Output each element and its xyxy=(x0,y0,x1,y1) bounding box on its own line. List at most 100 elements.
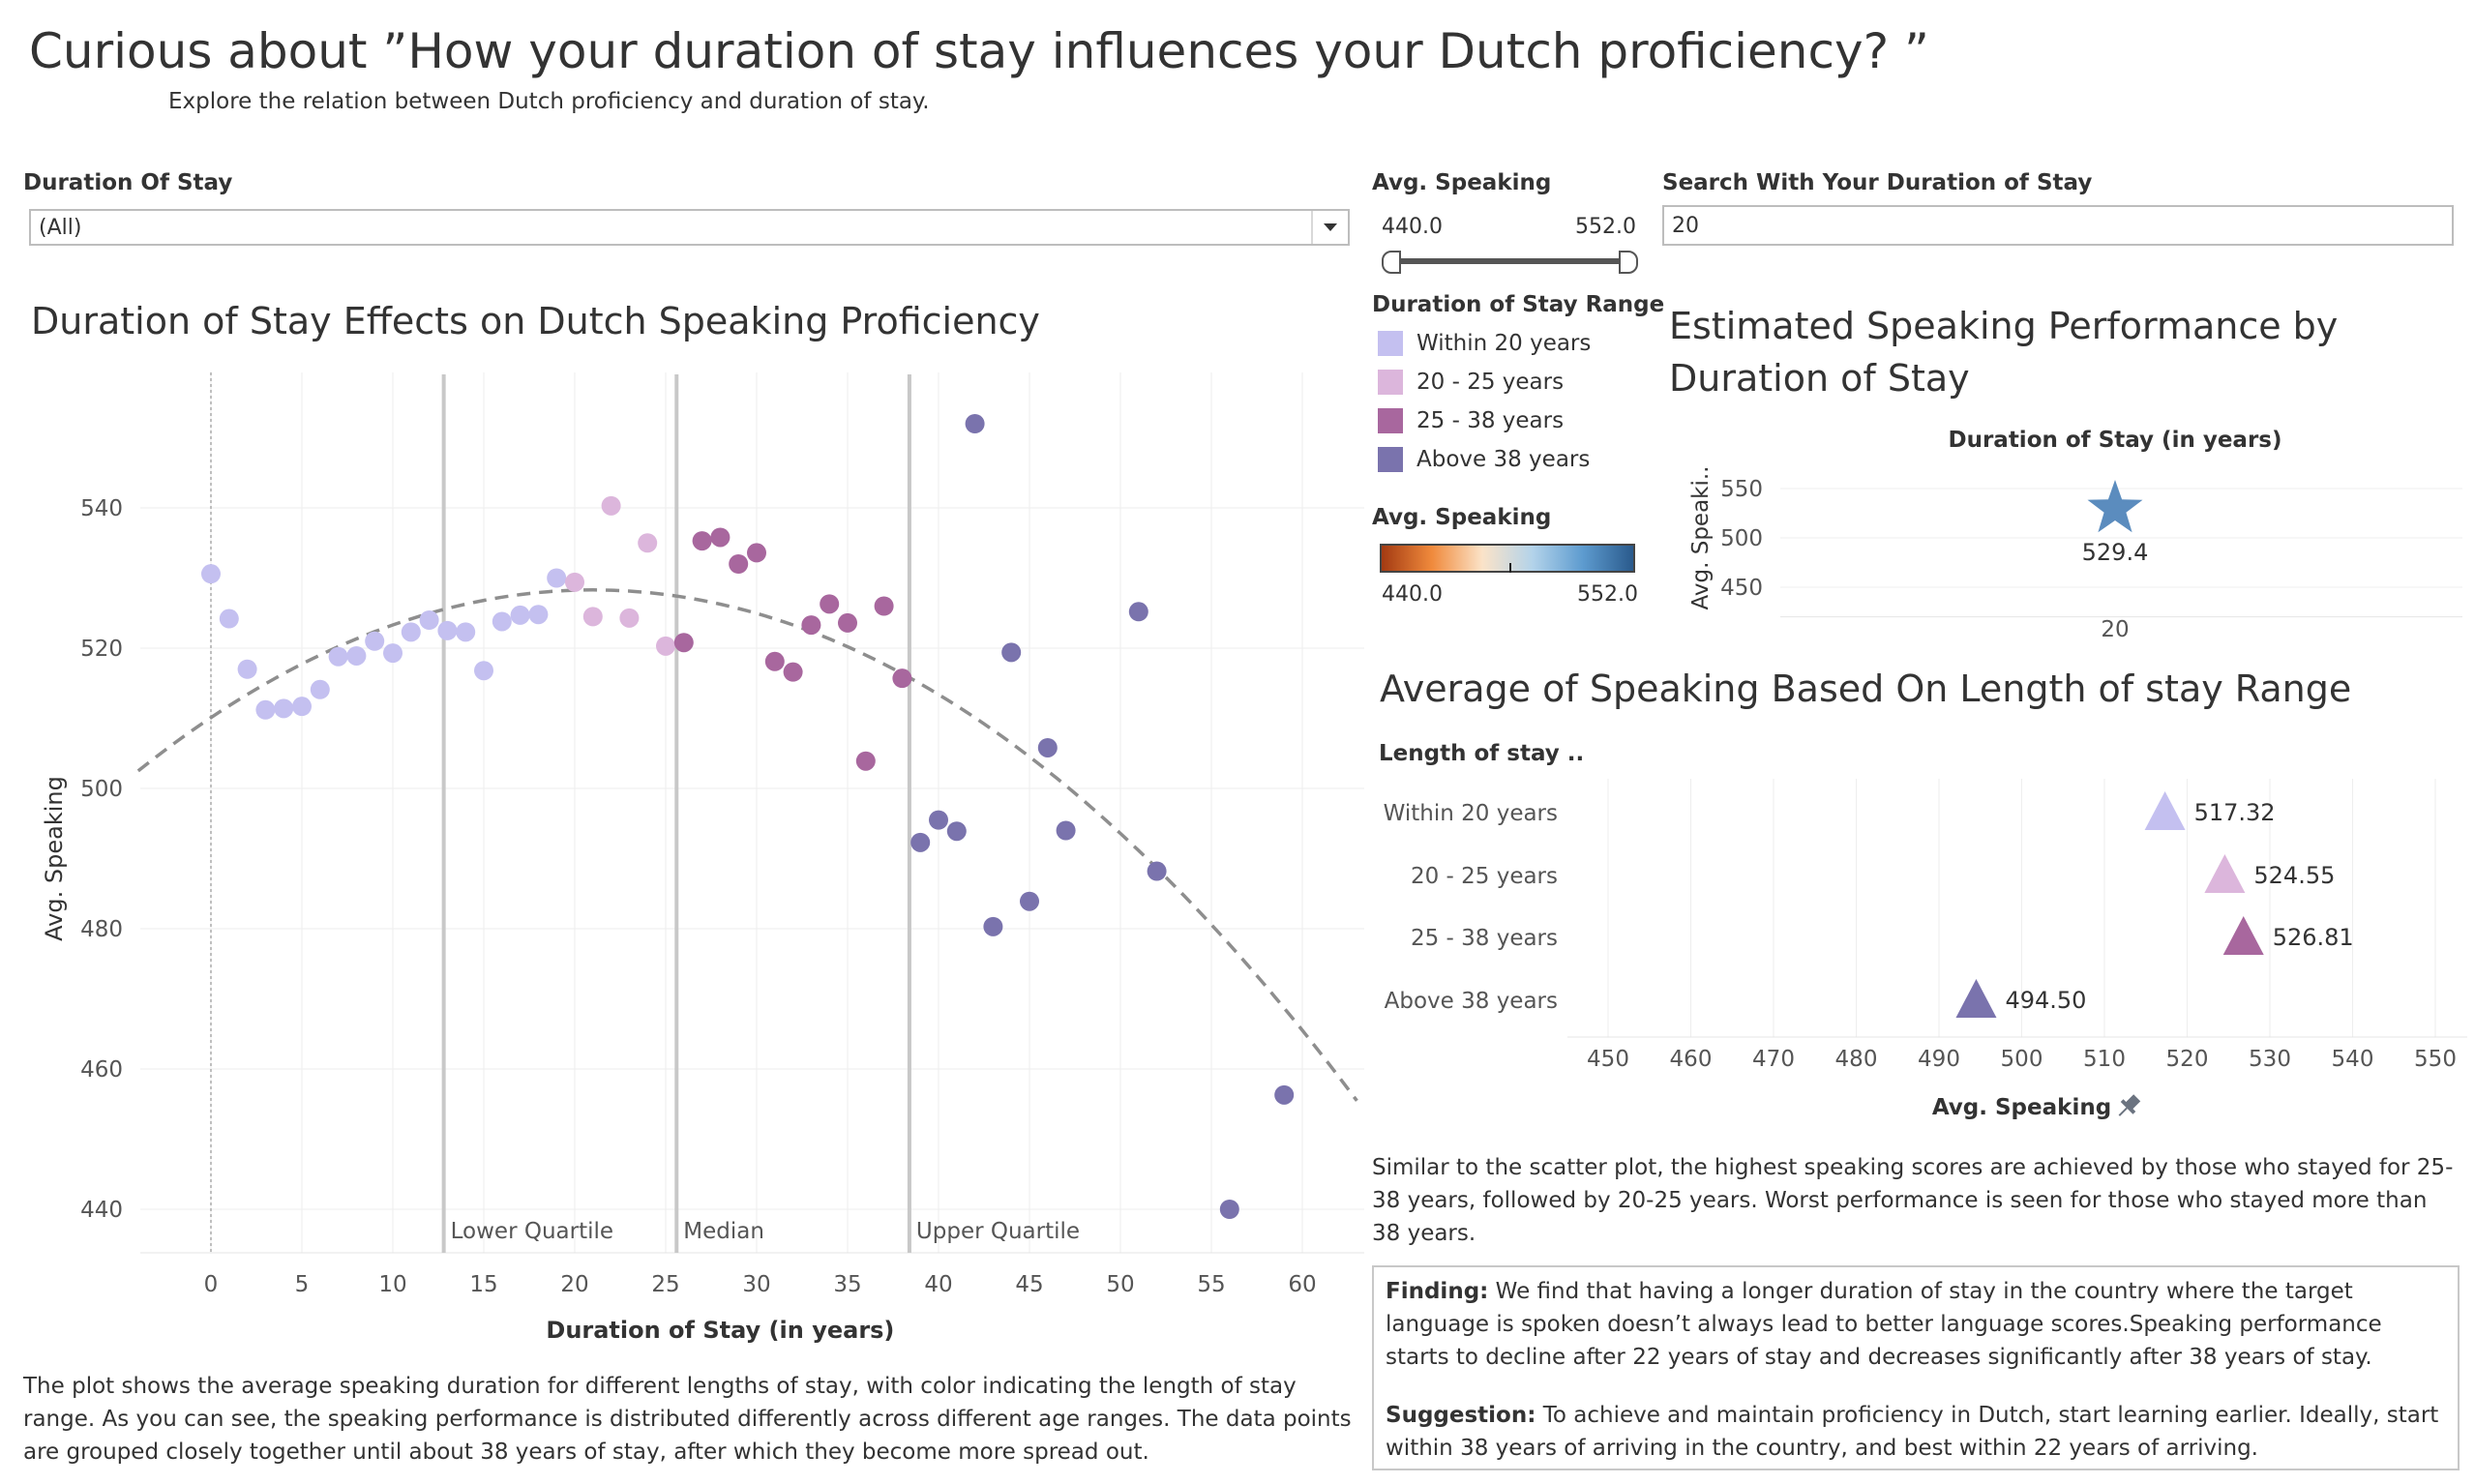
x-tick-label: 35 xyxy=(833,1272,861,1297)
x-axis-title: Duration of Stay (in years) xyxy=(1948,428,2281,453)
scatter-chart-title: Duration of Stay Effects on Dutch Speaki… xyxy=(31,300,1040,342)
row-label: Above 38 years xyxy=(1385,989,1558,1014)
trend-line xyxy=(136,588,1358,1102)
x-tick-label: 20 xyxy=(560,1272,588,1297)
data-point xyxy=(565,572,584,592)
data-point xyxy=(1001,642,1022,663)
legend-item[interactable]: 25 - 38 years xyxy=(1378,401,1591,440)
data-point xyxy=(838,612,857,633)
legend-label: 25 - 38 years xyxy=(1416,408,1565,433)
legend-title: Duration of Stay Range xyxy=(1372,292,1665,317)
y-tick-label: 440 xyxy=(80,1198,123,1223)
data-point xyxy=(310,679,330,699)
search-duration-label: Search With Your Duration of Stay xyxy=(1662,170,2093,195)
x-tick-label: 55 xyxy=(1197,1272,1225,1297)
data-point xyxy=(419,610,439,630)
suggestion-text: To achieve and maintain proficiency in D… xyxy=(1386,1403,2439,1461)
data-point xyxy=(1274,1084,1295,1105)
x-tick-label: 25 xyxy=(651,1272,679,1297)
data-point xyxy=(783,662,803,682)
data-point xyxy=(820,594,840,614)
duration-dropdown-value: (All) xyxy=(39,215,82,240)
suggestion-paragraph: Suggestion: To achieve and maintain prof… xyxy=(1386,1399,2446,1465)
data-point xyxy=(1219,1200,1239,1219)
x-tick-label: 30 xyxy=(742,1272,770,1297)
speaking-range-slider[interactable] xyxy=(1382,250,1638,274)
x-tick-label: 550 xyxy=(2414,1047,2457,1072)
gradient-max-label: 552.0 xyxy=(1577,582,1638,607)
x-tick-label: 500 xyxy=(2001,1047,2043,1072)
y-tick-label: 540 xyxy=(80,496,123,521)
chevron-down-icon[interactable] xyxy=(1311,211,1348,244)
dashboard-title: Curious about ”How your duration of stay… xyxy=(29,23,1929,79)
gradient-marker xyxy=(1509,563,1511,573)
y-tick-label: 450 xyxy=(1720,576,1763,601)
scatter-chart[interactable]: 0 5 10 15 20 25 30 35 40 45 50 55 60 440 460 480 500 520 5… xyxy=(0,358,1364,1350)
data-point xyxy=(656,636,675,656)
reference-line-label: Upper Quartile xyxy=(916,1219,1080,1244)
data-point xyxy=(492,611,512,632)
data-point xyxy=(1128,602,1148,622)
data-label: 517.32 xyxy=(2194,799,2276,826)
x-tick-label: 45 xyxy=(1015,1272,1043,1297)
gradient-legend-title: Avg. Speaking xyxy=(1372,505,1552,530)
scatter-description: The plot shows the average speaking dura… xyxy=(23,1374,1352,1465)
x-tick-label: 460 xyxy=(1670,1047,1713,1072)
data-point xyxy=(456,622,476,642)
duration-dropdown[interactable]: (All) xyxy=(29,209,1350,246)
x-tick-label: 480 xyxy=(1835,1047,1878,1072)
pin-icon[interactable] xyxy=(2113,1091,2143,1121)
slider-handle-max[interactable] xyxy=(1619,251,1638,274)
x-tick-label: 450 xyxy=(1587,1047,1629,1072)
suggestion-label: Suggestion: xyxy=(1386,1403,1536,1428)
data-point xyxy=(710,527,731,548)
x-tick-label: 20 xyxy=(2101,617,2129,642)
triangle-marker xyxy=(2222,916,2264,955)
x-tick-label: 50 xyxy=(1106,1272,1134,1297)
reference-line-label: Lower Quartile xyxy=(451,1219,613,1244)
x-tick-label: 10 xyxy=(378,1272,406,1297)
data-point xyxy=(528,605,549,625)
data-point xyxy=(383,643,403,664)
data-point xyxy=(764,651,785,671)
x-tick-label: 15 xyxy=(469,1272,497,1297)
legend-item[interactable]: Above 38 years xyxy=(1378,440,1591,479)
range-chart[interactable]: Length of stay .. 450 460 470 480 490 500 510 52… xyxy=(1374,735,2467,1142)
data-point xyxy=(747,543,766,563)
slider-handle-min[interactable] xyxy=(1382,251,1401,274)
x-tick-label: 5 xyxy=(295,1272,310,1297)
x-tick-label: 0 xyxy=(204,1272,219,1297)
y-axis-title: Avg. Speaki.. xyxy=(1688,466,1714,610)
y-axis-title: Avg. Speaking xyxy=(41,776,68,941)
data-point xyxy=(292,697,312,717)
data-point xyxy=(1020,891,1039,911)
legend-label: Within 20 years xyxy=(1416,331,1592,356)
row-label: Within 20 years xyxy=(1384,801,1558,826)
legend-item[interactable]: 20 - 25 years xyxy=(1378,363,1591,401)
x-axis-title: Duration of Stay (in years) xyxy=(546,1317,894,1344)
legend-swatch xyxy=(1378,447,1403,472)
speaking-slider-label: Avg. Speaking xyxy=(1372,170,1552,195)
data-point xyxy=(510,605,530,625)
x-tick-label: 40 xyxy=(924,1272,952,1297)
estimate-chart[interactable]: Duration of Stay (in years) Avg. Speaki..… xyxy=(1669,416,2467,648)
range-legend: Within 20 years 20 - 25 years 25 - 38 ye… xyxy=(1378,324,1591,479)
row-label: 25 - 38 years xyxy=(1411,926,1558,951)
y-tick-label: 500 xyxy=(80,777,123,802)
x-tick-label: 520 xyxy=(2166,1047,2209,1072)
data-point xyxy=(892,668,912,689)
data-point xyxy=(874,596,894,616)
duration-filter-label: Duration Of Stay xyxy=(23,170,233,195)
data-point xyxy=(437,620,458,640)
legend-item[interactable]: Within 20 years xyxy=(1378,324,1591,363)
finding-box: Finding: We find that having a longer du… xyxy=(1372,1265,2460,1470)
x-tick-label: 490 xyxy=(1918,1047,1960,1072)
search-duration-input[interactable]: 20 xyxy=(1662,205,2454,246)
legend-swatch xyxy=(1378,370,1403,395)
x-axis-title: Avg. Speaking xyxy=(1932,1095,2111,1120)
legend-label: Above 38 years xyxy=(1416,447,1591,472)
data-label: 494.50 xyxy=(2005,987,2086,1014)
row-header: Length of stay .. xyxy=(1379,741,1584,766)
data-point xyxy=(729,554,749,574)
pin-icon-base xyxy=(2120,1099,2136,1114)
